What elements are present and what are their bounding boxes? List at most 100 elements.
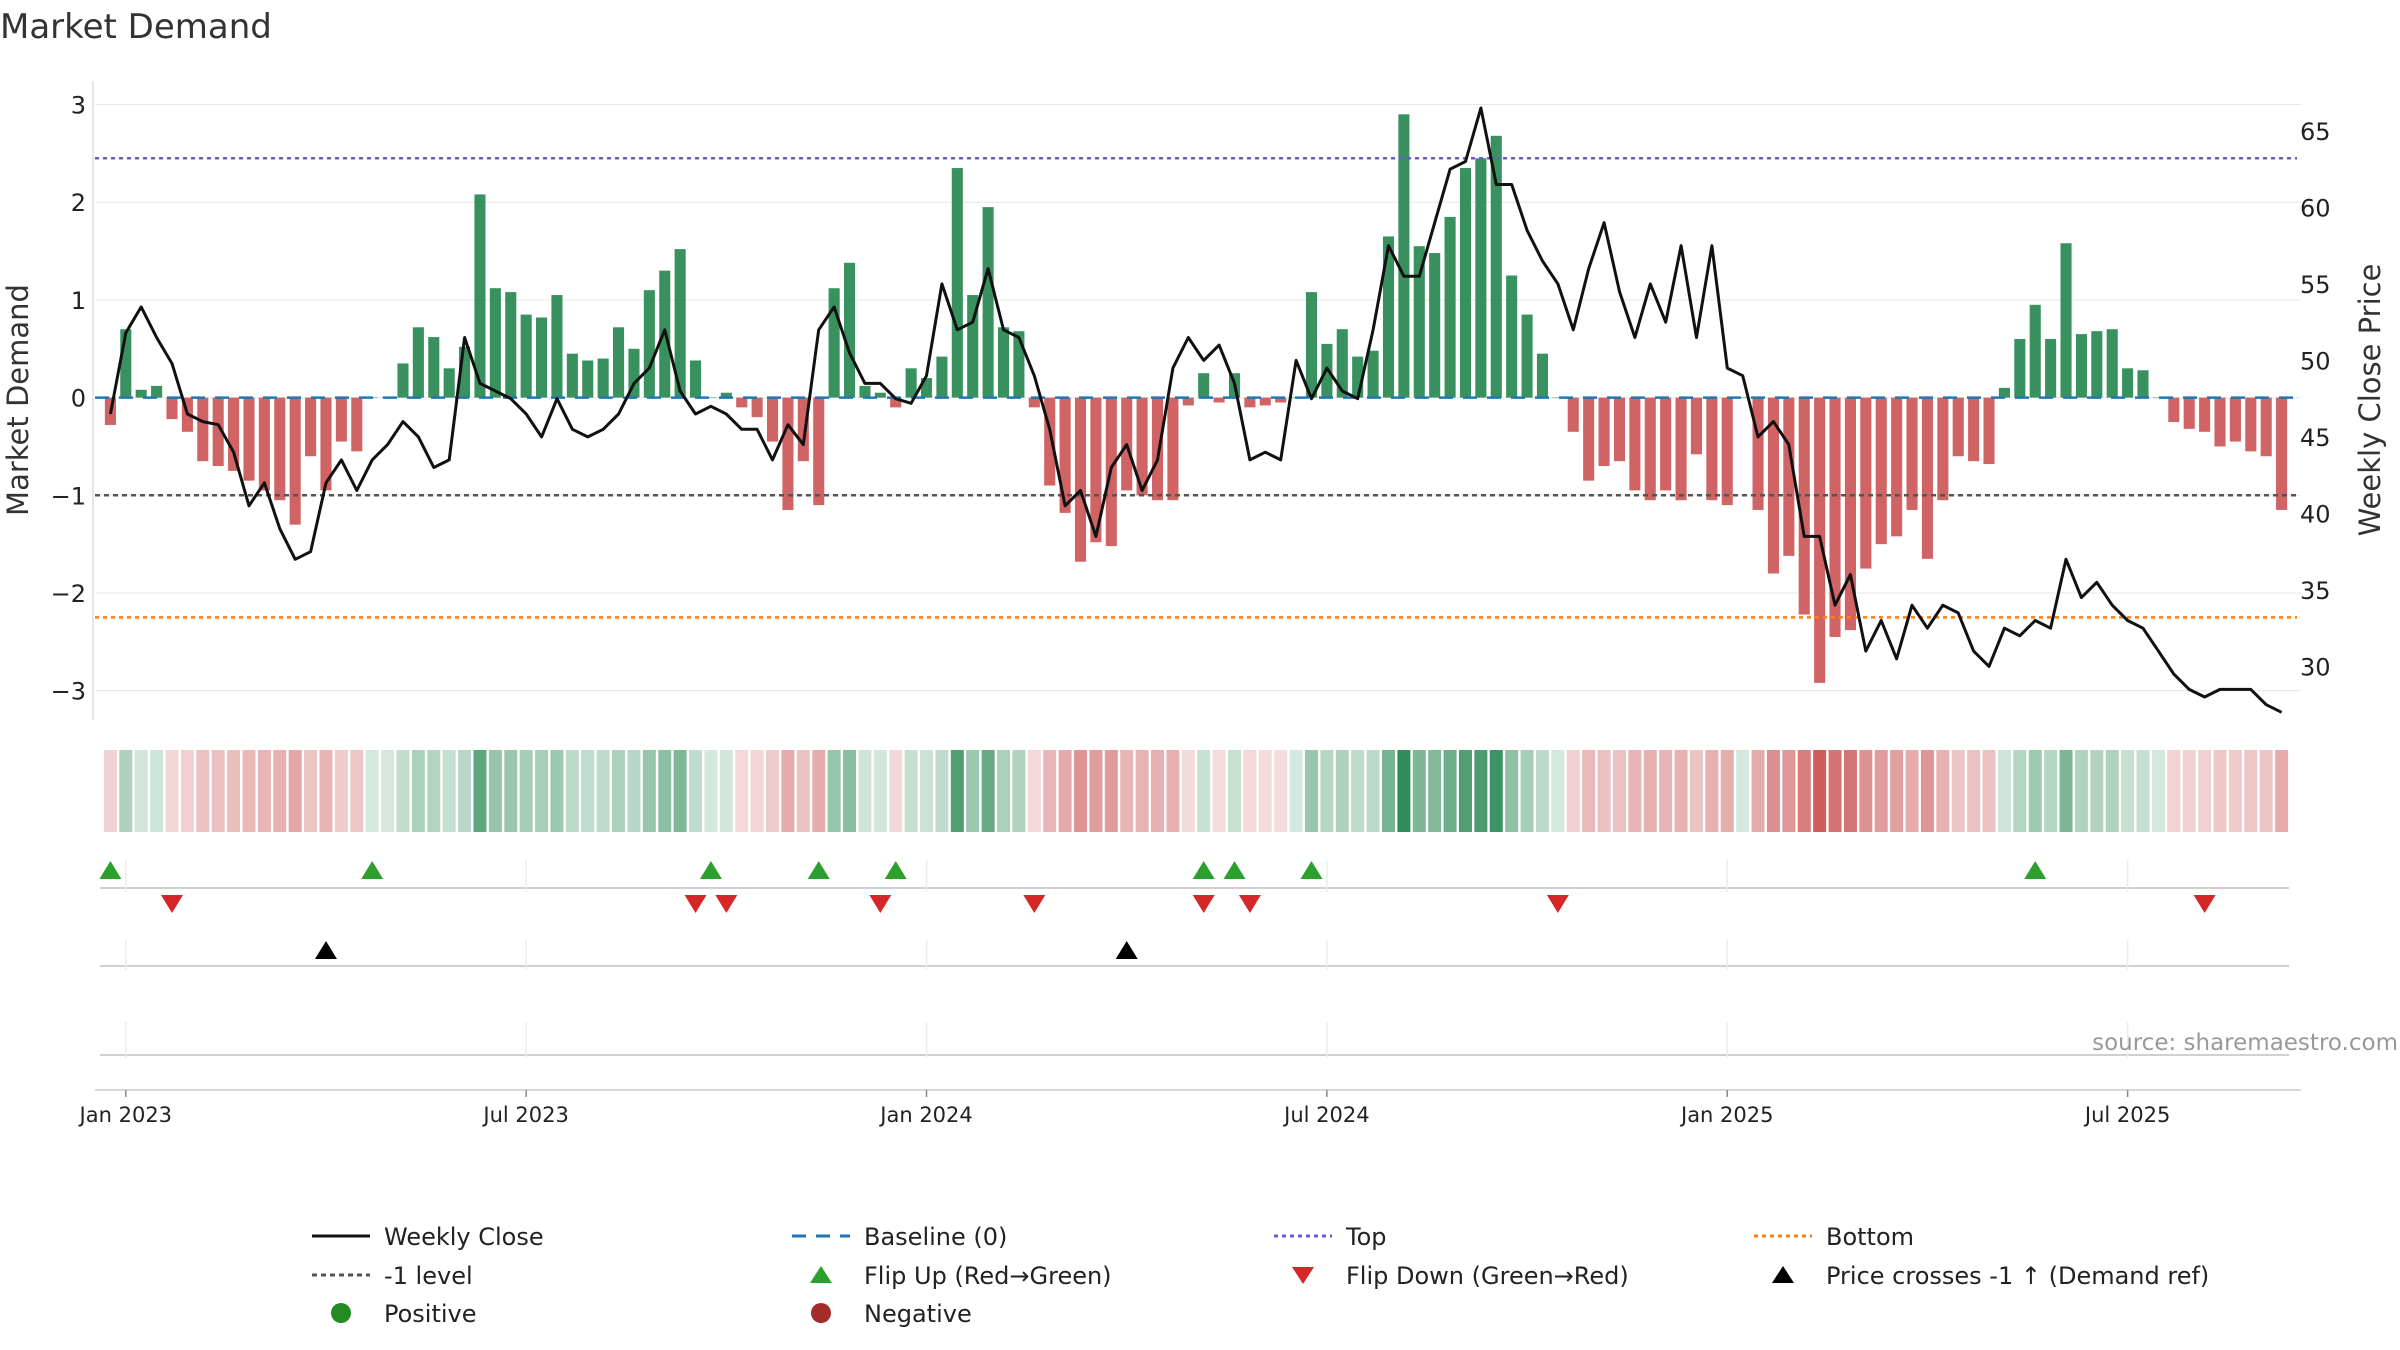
heat-strip-cell [1335,750,1349,832]
heat-strip-cell [2213,750,2227,832]
heat-strip-cell [504,750,518,832]
heat-strip-cell [196,750,210,832]
heat-strip-cell [1920,750,1934,832]
demand-bar [2229,397,2241,442]
y-tick-label: 0 [71,385,86,413]
demand-bar [2260,397,2272,457]
chart-title: Market Demand [0,7,272,47]
demand-bar [1444,216,1456,398]
demand-bar [1074,397,1087,562]
heat-strip-cell [1813,750,1827,832]
axis-ticks: 3 2 1 0 −1 −2 −3 65 60 55 50 45 40 35 30 [51,81,2331,720]
heat-strip-cell [2228,750,2242,832]
heat-strip-cell [1304,750,1318,832]
heat-strip-cell [827,750,841,832]
demand-bar [782,397,794,510]
demand-bar [2029,304,2041,398]
demand-bar [2168,397,2180,423]
demand-bar [1028,397,1040,408]
demand-bar [1151,397,1164,501]
heat-strip-cell [488,750,502,832]
demand-bar [1891,397,1903,537]
demand-bar [2122,368,2134,398]
heat-strip-cell [1289,750,1303,832]
demand-bar [920,378,933,398]
heat-strip-cell [1551,750,1565,832]
legend: Weekly Close Baseline (0) Top Bottom -1 leve… [312,1223,2209,1328]
heat-strip-cell [1181,750,1195,832]
demand-bar [1583,397,1595,481]
demand-bar [1198,373,1210,398]
demand-bar [859,385,871,398]
flip-up-marker [807,861,830,879]
demand-bar [1629,397,1641,491]
demand-bar [1182,397,1194,406]
demand-bar [1998,387,2010,398]
y2-tick-label: 45 [2300,424,2331,452]
legend-label: Price crosses -1 ↑ (Demand ref) [1826,1262,2209,1290]
demand-bar [597,358,609,398]
heat-strip-cell [1997,750,2011,832]
heat-strip-cell [180,750,194,832]
heat-strip-cell [1936,750,1950,832]
demand-bar [1429,253,1441,398]
heat-strip-cell [1859,750,1873,832]
heat-strip-cell [165,750,179,832]
legend-label: Baseline (0) [864,1223,1007,1251]
demand-bar [1798,397,1810,615]
demand-bar [720,392,732,398]
demand-bar [705,397,717,399]
demand-bar [135,389,147,398]
heat-strip-cell [1643,750,1657,832]
demand-bar [1536,353,1549,398]
legend-label: Weekly Close [384,1223,544,1251]
heat-strip-cell [1212,750,1226,832]
demand-bar [2075,334,2087,398]
flip-down-marker [1546,895,1569,913]
heat-strip-cell [227,750,241,832]
heat-strip-cell [1227,750,1241,832]
demand-bar [166,397,178,420]
demand-bar [2199,397,2211,432]
heat-strip-cell [1027,750,1041,832]
demand-bar [1382,236,1395,398]
heat-strip-cell [2074,750,2088,832]
heat-strip-cell [1258,750,1272,832]
demand-bar [2137,370,2149,398]
heat-strip-cell [535,750,549,832]
demand-bar [1937,397,1949,501]
demand-bar [890,397,902,408]
demand-bar [1259,397,1271,406]
demand-bar [1044,397,1056,486]
demand-bar [1737,397,1749,399]
heat-strip-cell [211,750,225,832]
demand-bar [1413,246,1425,398]
demand-bar [874,392,886,398]
demand-bar [1660,397,1672,491]
heat-strip-cell [1428,750,1442,832]
demand-bar [1598,397,1610,466]
demand-bar [1090,397,1102,543]
heat-strip-cell [550,750,564,832]
demand-bar [1952,397,1964,457]
heat-strip-cell [1890,750,1904,832]
heat-strip-cell [781,750,795,832]
demand-bar [2106,329,2118,398]
demand-bar [1552,397,1564,399]
signal-panels [99,860,2289,1058]
flip-down-marker [869,895,892,913]
flip-down-marker [160,895,183,913]
demand-bar [397,363,409,398]
heat-strip-cell [735,750,749,832]
heat-strip-cell [997,750,1011,832]
heat-strip-cell [257,750,271,832]
demand-bar [2014,339,2026,398]
heat-strip-cell [411,750,425,832]
heat-strip-cell [1058,750,1072,832]
demand-bar [1213,397,1225,403]
heat-strip-cell [119,750,133,832]
heat-strip-cell [1951,750,1965,832]
legend-label: -1 level [384,1262,473,1290]
heat-strip-cell [704,750,718,832]
demand-bar [1475,158,1487,398]
